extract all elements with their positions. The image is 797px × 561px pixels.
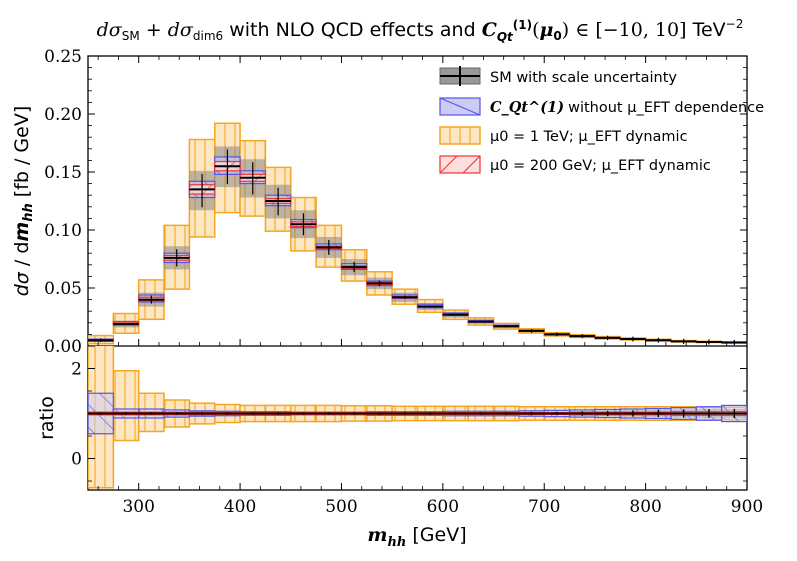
x-tick-label: 900	[731, 497, 763, 517]
y-tick-label: 0.15	[44, 163, 82, 183]
y-tick-label: 0.20	[44, 105, 82, 125]
legend-entry-sm: SM with scale uncertainty	[439, 66, 677, 86]
chart-title: dσSM + dσdim6 with NLO QCD effects and C…	[97, 17, 744, 44]
svg-text:dσSM + dσdim6 with NLO QCD eff: dσSM + dσdim6 with NLO QCD effects and C…	[97, 17, 744, 44]
legend-entry-novar: C_Qt^(1) without μ_EFT dependence	[439, 97, 764, 116]
legend-coef-symbol: C_Qt^(1)	[490, 99, 564, 116]
x-tick-label: 600	[427, 497, 459, 517]
legend-label-novar: C_Qt^(1) without μ_EFT dependence	[490, 99, 764, 116]
y-tick-label: 0.05	[44, 279, 82, 299]
x-tick-label: 800	[629, 497, 661, 517]
svg-text:dσ / dmhh [fb / GeV]: dσ / dmhh [fb / GeV]	[11, 106, 36, 297]
legend: SM with scale uncertainty C_Qt^(1) withou…	[439, 66, 764, 174]
mu1-ratio-hatch	[113, 370, 139, 441]
legend-label-mu200: μ0 = 200 GeV; μ_EFT dynamic	[490, 158, 711, 174]
legend-entry-mu200: μ0 = 200 GeV; μ_EFT dynamic	[439, 155, 711, 174]
legend-label-mu1: μ0 = 1 TeV; μ_EFT dynamic	[490, 129, 688, 145]
x-tick-label: 500	[325, 497, 357, 517]
y-tick-label: 0.25	[44, 47, 82, 67]
y-axis-label: dσ / dmhh [fb / GeV]	[11, 106, 36, 297]
plot-frame	[87, 55, 748, 491]
x-axis-label: mhh [GeV]	[367, 524, 466, 550]
ratio-panel-bands	[88, 346, 747, 489]
legend-entry-mu1: μ0 = 1 TeV; μ_EFT dynamic	[439, 126, 688, 145]
x-tick-label: 700	[528, 497, 560, 517]
x-tick-label: 400	[224, 497, 256, 517]
ratio-y-tick-label: 2	[71, 360, 82, 380]
y-tick-label: 0.00	[44, 337, 82, 357]
axes: 300 400 500 600 700 800 900 0.00 0.05 0.10 0.15 0.2…	[44, 47, 763, 517]
ratio-y-axis-label: ratio	[36, 396, 58, 440]
svg-text:mhh [GeV]: mhh [GeV]	[367, 524, 466, 550]
ratio-y-tick-label: 0	[71, 450, 82, 470]
legend-novar-text: without μ_EFT dependence	[568, 100, 764, 116]
legend-label-sm: SM with scale uncertainty	[490, 70, 677, 86]
x-tick-label: 300	[122, 497, 154, 517]
y-tick-label: 0.10	[44, 221, 82, 241]
main-panel-bands	[88, 122, 747, 346]
